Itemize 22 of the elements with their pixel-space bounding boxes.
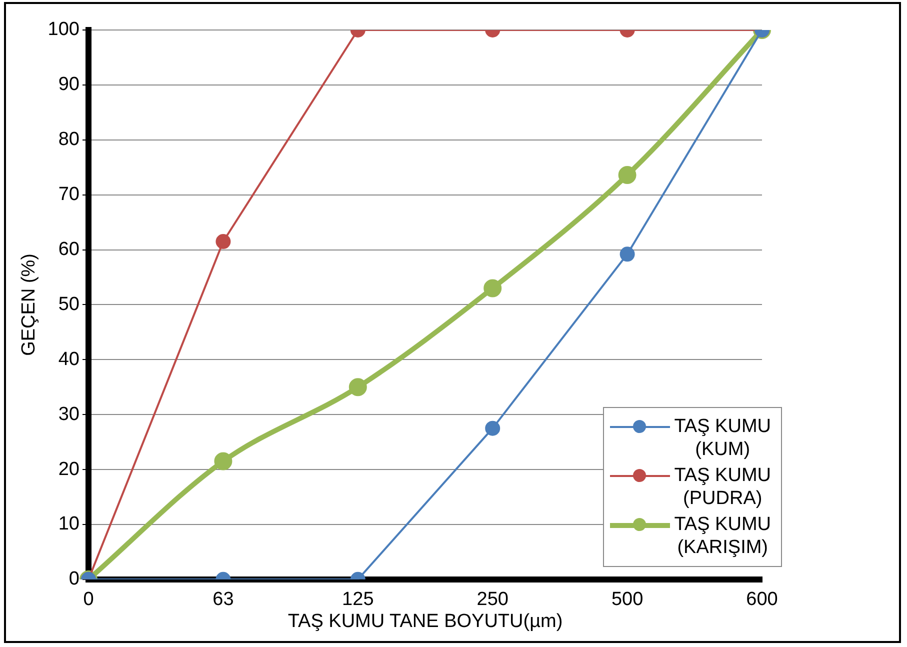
x-tick-label: 600 (746, 589, 778, 610)
y-tick-label: 90 (58, 74, 80, 96)
x-tick-label: 0 (83, 589, 94, 610)
x-axis-title: TAŞ KUMU TANE BOYUTU(µm) (288, 610, 563, 632)
y-axis-title: GEÇEN (%) (18, 253, 40, 356)
y-tick-label: 30 (58, 404, 80, 425)
x-tick-label: 500 (611, 589, 644, 610)
x-tick-label: 125 (342, 589, 374, 610)
x-tick-label: 63 (212, 589, 234, 610)
y-tick-label: 60 (58, 238, 80, 260)
legend-label: TAŞ KUMU (PUDRA) (674, 464, 771, 510)
y-tick-label: 10 (58, 514, 80, 535)
y-tick-label: 80 (58, 129, 80, 150)
y-tick-label: 70 (58, 184, 80, 206)
legend-label: TAŞ KUMU (KARIŞIM) (674, 513, 771, 560)
y-tick-label: 0 (68, 568, 80, 590)
legend-label: TAŞ KUMU (KUM) (674, 415, 771, 462)
y-tick-label: 20 (58, 458, 80, 480)
y-tick-label: 100 (48, 19, 80, 40)
y-tick-label: 40 (58, 348, 80, 370)
x-tick-label: 250 (476, 589, 508, 610)
y-tick-label: 50 (58, 294, 80, 315)
